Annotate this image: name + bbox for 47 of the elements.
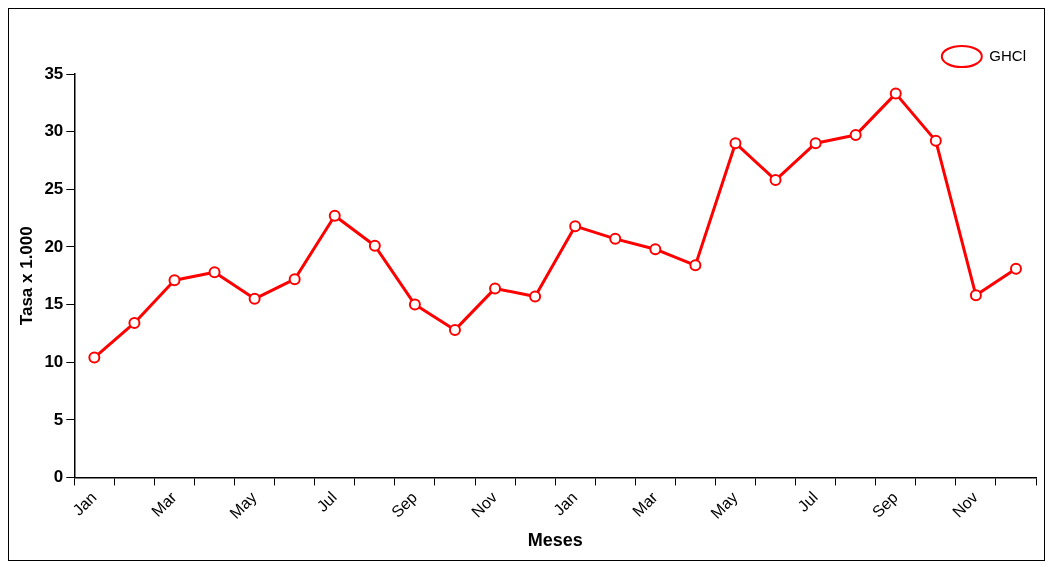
point <box>769 174 782 187</box>
point <box>969 289 982 302</box>
x-tick-label: Sep <box>387 488 421 521</box>
point <box>929 134 942 147</box>
y-tick-label: 15 <box>44 294 64 314</box>
y-axis-title: Tasa x 1.000 <box>16 226 36 326</box>
point <box>288 273 301 286</box>
point <box>128 316 141 329</box>
point <box>88 351 101 364</box>
x-tick-label: Jan <box>69 488 100 519</box>
point <box>729 137 742 150</box>
x-tick-label: Mar <box>148 487 181 520</box>
x-tick-label: Jul <box>794 488 821 515</box>
point <box>849 129 862 142</box>
x-tick-label: Jul <box>313 488 340 515</box>
x-tick-label: Jan <box>550 488 581 519</box>
x-tick-label: Sep <box>868 488 902 521</box>
y-tick-label: 0 <box>53 467 64 487</box>
point <box>328 209 341 222</box>
point <box>569 220 582 233</box>
x-tick-label: Nov <box>948 488 982 521</box>
y-tick-label: 25 <box>44 178 64 198</box>
x-tick-label: May <box>226 488 260 522</box>
point <box>248 292 261 305</box>
point <box>408 298 421 311</box>
x-tick-label: Nov <box>468 488 501 521</box>
point <box>889 87 902 100</box>
point <box>809 137 822 150</box>
point <box>168 274 181 287</box>
point <box>609 232 622 245</box>
x-axis-title: Meses <box>527 530 583 551</box>
x-tick-label: May <box>707 488 741 522</box>
x-tick-label: Mar <box>629 487 662 520</box>
point <box>1009 262 1022 275</box>
point <box>208 266 221 279</box>
y-tick-label: 20 <box>44 236 64 256</box>
point <box>649 243 662 256</box>
y-tick-label: 10 <box>44 351 64 371</box>
point <box>489 282 502 295</box>
point <box>529 290 542 303</box>
y-tick-label: 5 <box>53 409 64 429</box>
point <box>689 259 702 272</box>
point <box>448 323 461 336</box>
y-tick-label: 35 <box>44 63 64 83</box>
legend-label: GHCl <box>989 46 1027 64</box>
point <box>368 239 381 252</box>
y-tick-label: 30 <box>44 121 64 141</box>
